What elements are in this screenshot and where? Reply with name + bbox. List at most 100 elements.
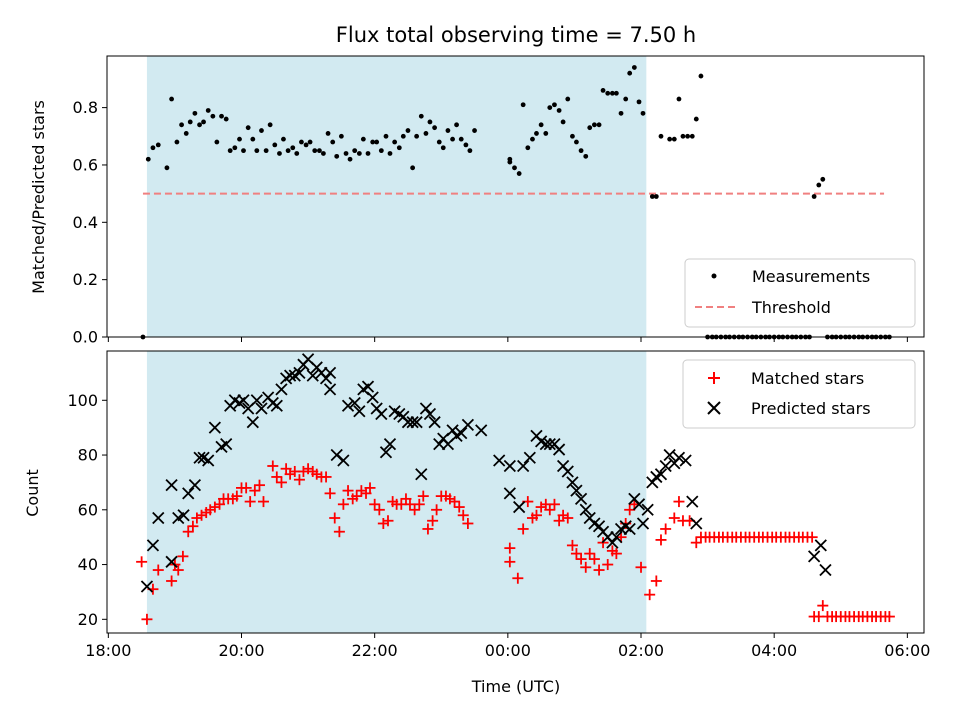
predicted-star-stroke <box>632 498 646 511</box>
matched-star-point <box>231 490 243 502</box>
measurement-point <box>543 131 549 136</box>
predicted-star-point <box>283 369 297 382</box>
matched-star-point <box>650 575 662 587</box>
measurement-point <box>414 133 420 139</box>
predicted-star-stroke <box>423 407 437 421</box>
predicted-star-stroke <box>152 511 165 525</box>
matched-star-point <box>504 556 516 568</box>
predicted-star-point <box>270 399 283 412</box>
measurement-point <box>365 151 371 156</box>
predicted-star-stroke <box>202 454 215 467</box>
matched-star-point <box>244 496 256 508</box>
bottom-matched-points <box>136 460 895 625</box>
predicted-star-point <box>513 500 526 514</box>
predicted-star-stroke <box>663 448 676 462</box>
matched-star-point <box>584 548 596 560</box>
matched-star-point <box>409 504 421 516</box>
matched-star-point <box>355 485 367 497</box>
predicted-star-point <box>182 487 195 500</box>
measurement-point <box>640 110 646 116</box>
matched-star-point <box>544 504 556 516</box>
predicted-star-point <box>193 451 206 464</box>
measurement-point <box>197 122 202 128</box>
matched-star-point <box>342 485 354 497</box>
predicted-star-stroke <box>659 459 672 473</box>
matched-star-point <box>449 496 461 508</box>
predicted-star-point <box>419 402 433 415</box>
predicted-star-stroke <box>579 503 592 516</box>
measurement-point <box>201 119 206 125</box>
y-tick-label: 0.8 <box>73 98 98 117</box>
y-tick-label: 60 <box>78 500 98 519</box>
measurement-point <box>436 139 442 145</box>
predicted-star-stroke <box>193 451 206 464</box>
matched-star-point <box>351 490 363 502</box>
legend-threshold-label: Threshold <box>751 298 831 317</box>
predicted-star-point <box>202 454 215 467</box>
matched-star-point <box>562 512 574 524</box>
predicted-star-point <box>455 426 468 440</box>
matched-star-point <box>624 504 636 516</box>
bottom-predicted-points <box>140 353 832 593</box>
predicted-star-point <box>461 418 475 432</box>
predicted-star-point <box>165 555 178 568</box>
measurement-point <box>560 119 566 125</box>
x-tick-label: 02:00 <box>618 641 664 660</box>
predicted-star-stroke <box>146 539 160 552</box>
predicted-star-point <box>623 522 636 536</box>
predicted-star-stroke <box>140 580 154 593</box>
matched-star-point <box>690 537 702 549</box>
measurement-point <box>317 148 322 154</box>
predicted-star-stroke <box>165 555 178 568</box>
measurement-point <box>210 113 216 119</box>
x-tick-label: 22:00 <box>352 641 398 660</box>
predicted-star-stroke <box>220 437 233 451</box>
predicted-star-point <box>632 498 646 511</box>
measurement-point <box>396 145 402 151</box>
measurement-point <box>609 90 615 96</box>
measurement-point <box>427 119 433 125</box>
matched-star-point <box>404 498 416 510</box>
matched-star-point <box>570 548 582 560</box>
matched-star-point <box>655 534 667 546</box>
measurement-point <box>418 113 424 119</box>
predicted-star-point <box>423 407 437 421</box>
predicted-star-point <box>379 446 393 459</box>
predicted-star-point <box>353 405 366 418</box>
predicted-star-stroke <box>428 416 441 429</box>
matched-star-point <box>373 504 385 516</box>
measurement-point <box>343 151 349 156</box>
top-chart-title: Flux total observing time = 7.50 h <box>336 23 696 47</box>
predicted-star-point <box>383 437 397 451</box>
predicted-star-point <box>323 383 337 396</box>
matched-star-point <box>267 460 279 472</box>
predicted-star-point <box>293 366 306 380</box>
predicted-star-point <box>807 550 821 563</box>
matched-star-point <box>535 501 547 513</box>
matched-star-point <box>182 526 194 538</box>
measurement-point <box>370 139 376 145</box>
matched-star-point <box>673 496 685 508</box>
predicted-star-point <box>475 424 488 437</box>
predicted-star-stroke <box>446 424 459 437</box>
predicted-star-stroke <box>419 402 433 415</box>
measurement-point <box>658 133 664 139</box>
measurement-point <box>338 133 344 139</box>
predicted-star-stroke <box>475 424 488 437</box>
matched-star-point <box>209 501 221 513</box>
predicted-star-point <box>523 451 536 464</box>
predicted-star-stroke <box>623 522 636 536</box>
matched-star-point <box>660 523 672 535</box>
top-axes: 0.0 0.2 0.4 0.6 0.8 <box>73 55 925 347</box>
y-tick-label: 20 <box>78 610 98 629</box>
measurement-point <box>605 90 611 96</box>
matched-star-point <box>517 523 529 535</box>
predicted-star-point <box>574 492 588 505</box>
predicted-star-point <box>188 479 202 492</box>
measurement-point <box>352 148 358 154</box>
matched-star-point <box>136 556 148 568</box>
y-tick-label: 0.2 <box>73 270 98 289</box>
bottom-axes: 20 40 60 80 100 18:00 20:00 22:00 00:00 02:00 04:0… <box>67 350 930 660</box>
legend-predicted-label: Predicted stars <box>751 399 871 418</box>
matched-star-point <box>504 542 516 554</box>
